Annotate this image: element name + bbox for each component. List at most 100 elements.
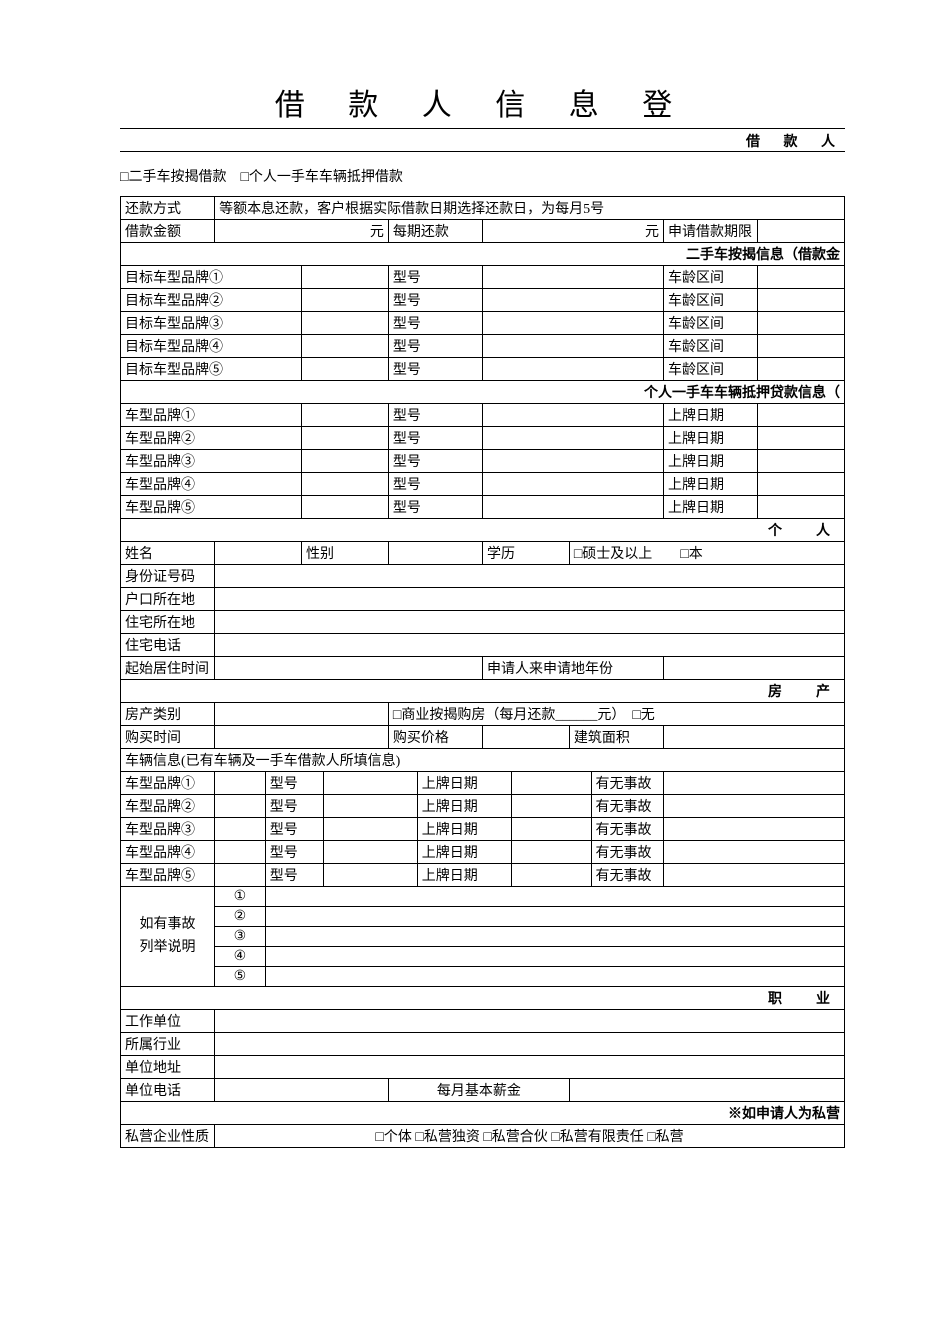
owned-brand-field[interactable] xyxy=(215,818,266,841)
first-model-field[interactable] xyxy=(482,427,663,450)
gender-label: 性别 xyxy=(301,542,388,565)
used-age-field[interactable] xyxy=(758,312,845,335)
first-date-field[interactable] xyxy=(758,404,845,427)
owned-date-field[interactable] xyxy=(511,841,591,864)
owned-brand-label: 车型品牌⑤ xyxy=(121,864,215,887)
property-type-field[interactable] xyxy=(215,703,389,726)
id-no-field[interactable] xyxy=(215,565,845,588)
used-brand-label: 目标车型品牌④ xyxy=(121,335,302,358)
used-model-label: 型号 xyxy=(388,266,482,289)
company-phone-field[interactable] xyxy=(215,1079,389,1102)
owned-brand-field[interactable] xyxy=(215,772,266,795)
company-address-label: 单位地址 xyxy=(121,1056,215,1079)
company-address-field[interactable] xyxy=(215,1056,845,1079)
gender-field[interactable] xyxy=(388,542,482,565)
used-model-field[interactable] xyxy=(482,266,663,289)
accident-desc-field[interactable] xyxy=(265,887,844,907)
used-brand-field[interactable] xyxy=(301,358,388,381)
used-brand-field[interactable] xyxy=(301,335,388,358)
owned-date-field[interactable] xyxy=(511,795,591,818)
title-underline xyxy=(120,128,845,129)
owned-acc-field[interactable] xyxy=(663,864,844,887)
owned-model-field[interactable] xyxy=(323,772,417,795)
buy-time-label: 购买时间 xyxy=(121,726,215,749)
accident-desc-field[interactable] xyxy=(265,947,844,967)
used-model-field[interactable] xyxy=(482,358,663,381)
used-model-field[interactable] xyxy=(482,335,663,358)
owned-model-field[interactable] xyxy=(323,864,417,887)
used-model-field[interactable] xyxy=(482,289,663,312)
buy-time-field[interactable] xyxy=(215,726,389,749)
name-field[interactable] xyxy=(215,542,302,565)
loan-amount-label: 借款金额 xyxy=(121,220,215,243)
owned-date-label: 上牌日期 xyxy=(417,818,511,841)
first-date-field[interactable] xyxy=(758,450,845,473)
first-model-field[interactable] xyxy=(482,496,663,519)
buy-price-field[interactable] xyxy=(482,726,569,749)
first-brand-field[interactable] xyxy=(301,427,388,450)
first-date-field[interactable] xyxy=(758,496,845,519)
company-field[interactable] xyxy=(215,1010,845,1033)
used-age-field[interactable] xyxy=(758,266,845,289)
first-model-field[interactable] xyxy=(482,450,663,473)
first-date-label: 上牌日期 xyxy=(663,450,757,473)
first-model-field[interactable] xyxy=(482,404,663,427)
first-brand-field[interactable] xyxy=(301,496,388,519)
property-type-options[interactable]: □商业按揭购房（每月还款______元） □无 xyxy=(388,703,844,726)
first-model-field[interactable] xyxy=(482,473,663,496)
repayment-table: 还款方式 等额本息还款，客户根据实际借款日期选择还款日，为每月5号 借款金额 元… xyxy=(120,196,845,266)
owned-acc-field[interactable] xyxy=(663,818,844,841)
first-date-field[interactable] xyxy=(758,427,845,450)
per-period-field[interactable]: 元 xyxy=(482,220,663,243)
owned-model-field[interactable] xyxy=(323,841,417,864)
owned-acc-field[interactable] xyxy=(663,841,844,864)
area-label: 建筑面积 xyxy=(569,726,663,749)
loan-type-first-checkbox[interactable]: □个人一手车车辆抵押借款 xyxy=(240,170,402,185)
first-brand-field[interactable] xyxy=(301,404,388,427)
section-used-car: 二手车按揭信息（借款金 xyxy=(121,243,845,266)
owned-brand-field[interactable] xyxy=(215,841,266,864)
years-here-field[interactable] xyxy=(663,657,844,680)
start-live-field[interactable] xyxy=(215,657,483,680)
accident-desc-field[interactable] xyxy=(265,927,844,947)
owned-acc-field[interactable] xyxy=(663,795,844,818)
used-age-field[interactable] xyxy=(758,358,845,381)
home-phone-field[interactable] xyxy=(215,634,845,657)
first-brand-field[interactable] xyxy=(301,450,388,473)
residence-field[interactable] xyxy=(215,611,845,634)
first-date-field[interactable] xyxy=(758,473,845,496)
education-options[interactable]: □硕士及以上 □本 xyxy=(569,542,844,565)
hukou-field[interactable] xyxy=(215,588,845,611)
loan-term-field[interactable] xyxy=(758,220,845,243)
owned-model-field[interactable] xyxy=(323,795,417,818)
job-table: 工作单位 所属行业 单位地址 单位电话 每月基本薪金 ※如申请人为私营 私营企业… xyxy=(120,1010,845,1148)
salary-field[interactable] xyxy=(569,1079,844,1102)
used-brand-field[interactable] xyxy=(301,289,388,312)
owned-brand-field[interactable] xyxy=(215,864,266,887)
owned-date-field[interactable] xyxy=(511,818,591,841)
first-model-label: 型号 xyxy=(388,404,482,427)
loan-type-used-checkbox[interactable]: □二手车按揭借款 xyxy=(120,170,226,185)
used-brand-field[interactable] xyxy=(301,266,388,289)
used-brand-label: 目标车型品牌① xyxy=(121,266,302,289)
used-model-field[interactable] xyxy=(482,312,663,335)
owned-model-field[interactable] xyxy=(323,818,417,841)
owned-brand-field[interactable] xyxy=(215,795,266,818)
used-brand-field[interactable] xyxy=(301,312,388,335)
owned-date-field[interactable] xyxy=(511,864,591,887)
owned-acc-label: 有无事故 xyxy=(591,795,663,818)
used-age-label: 车龄区间 xyxy=(663,335,757,358)
used-age-field[interactable] xyxy=(758,335,845,358)
used-brand-label: 目标车型品牌② xyxy=(121,289,302,312)
owned-date-label: 上牌日期 xyxy=(417,864,511,887)
first-brand-field[interactable] xyxy=(301,473,388,496)
area-field[interactable] xyxy=(663,726,844,749)
private-type-options[interactable]: □个体 □私营独资 □私营合伙 □私营有限责任 □私营 xyxy=(215,1125,845,1148)
accident-desc-field[interactable] xyxy=(265,967,844,987)
industry-field[interactable] xyxy=(215,1033,845,1056)
accident-desc-field[interactable] xyxy=(265,907,844,927)
owned-date-field[interactable] xyxy=(511,772,591,795)
owned-acc-field[interactable] xyxy=(663,772,844,795)
loan-amount-field[interactable]: 元 xyxy=(215,220,389,243)
used-age-field[interactable] xyxy=(758,289,845,312)
